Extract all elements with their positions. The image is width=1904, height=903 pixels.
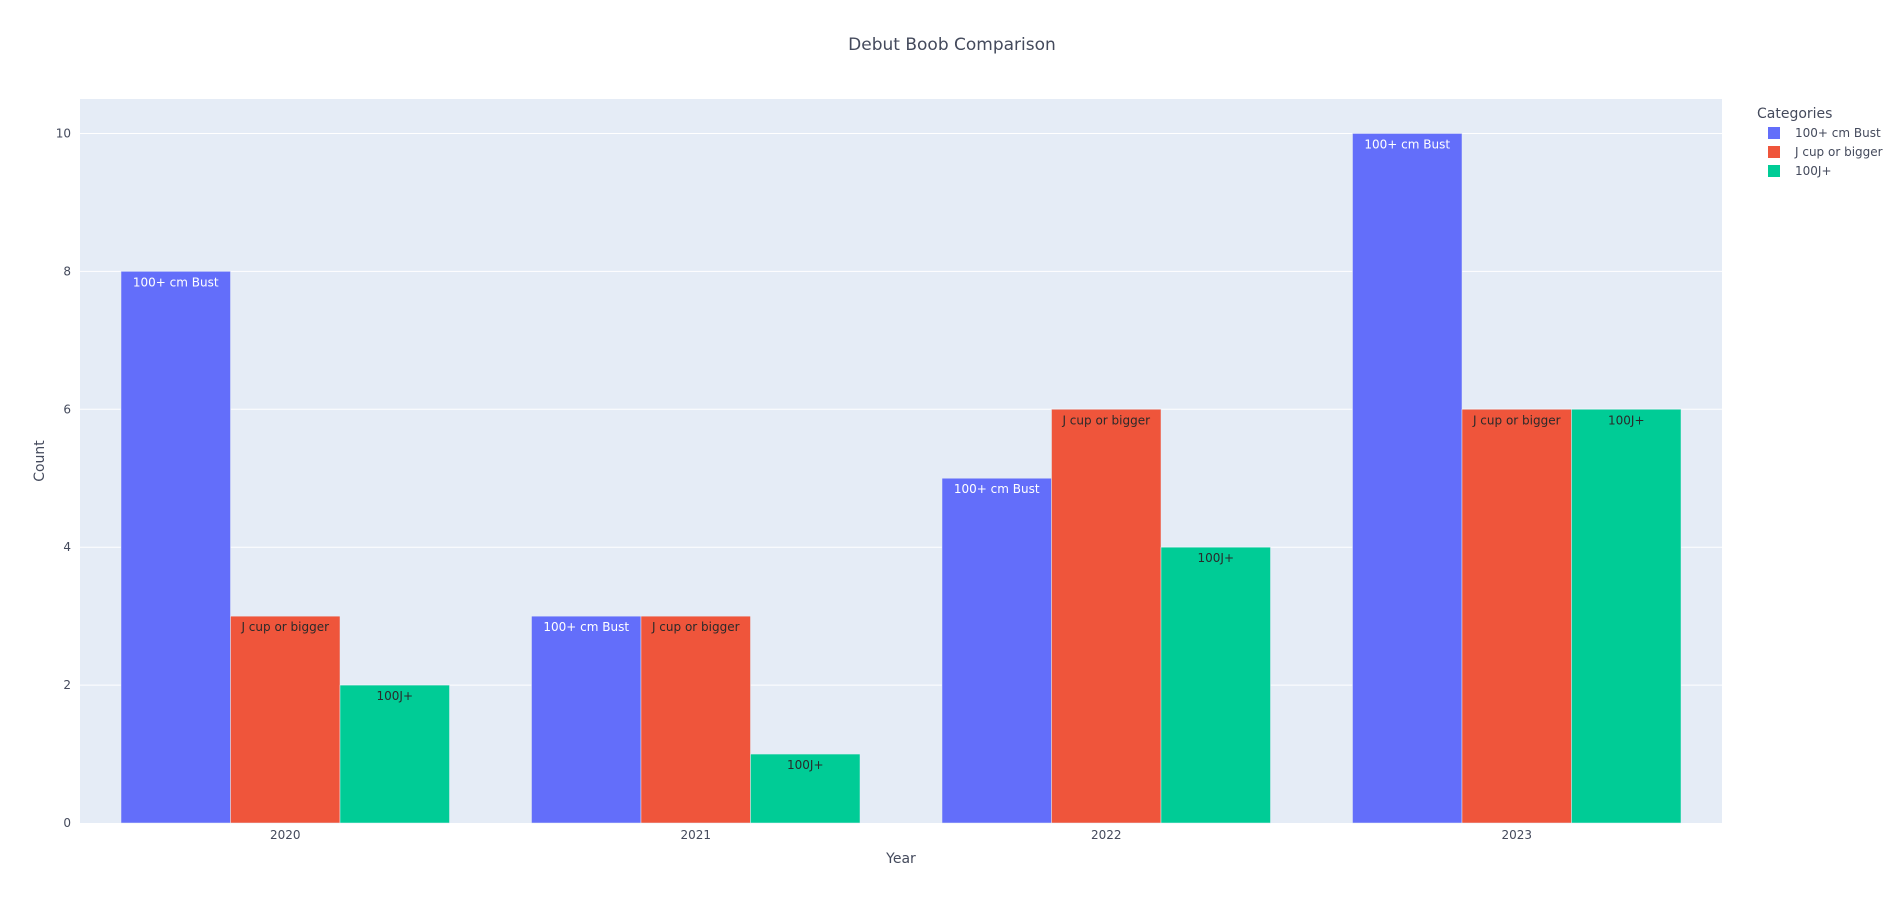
bar[interactable] — [750, 753, 861, 824]
bar-label: 100+ cm Bust — [543, 620, 629, 634]
bar-label: J cup or bigger — [240, 620, 329, 634]
bar-label: J cup or bigger — [1061, 413, 1150, 427]
bar[interactable] — [640, 615, 751, 824]
x-tick-label: 2020 — [270, 828, 301, 842]
legend-item[interactable]: 100+ cm Bust — [1768, 126, 1881, 140]
y-tick-label: 6 — [63, 402, 71, 416]
y-axis-ticks: 0 2 4 6 8 10 — [56, 126, 71, 830]
legend-swatch — [1768, 165, 1780, 177]
legend-swatch — [1768, 127, 1780, 139]
legend-label: 100+ cm Bust — [1795, 126, 1881, 140]
y-tick-label: 4 — [63, 540, 71, 554]
x-axis-title: Year — [885, 851, 916, 867]
bar[interactable] — [531, 615, 642, 824]
bar-label: 100J+ — [377, 689, 414, 703]
bar-label: 100J+ — [1608, 413, 1645, 427]
x-tick-label: 2022 — [1091, 828, 1122, 842]
chart-title: Debut Boob Comparison — [848, 35, 1056, 55]
bars: 100+ cm Bust J cup or bigger 100J+ 100+ cm … — [120, 133, 1682, 824]
bar-label: 100+ cm Bust — [133, 275, 219, 289]
bar-label: 100+ cm Bust — [1364, 137, 1450, 151]
x-tick-label: 2023 — [1501, 828, 1532, 842]
bar-label: J cup or bigger — [651, 620, 740, 634]
legend-title: Categories — [1757, 106, 1832, 122]
bar[interactable] — [339, 684, 450, 824]
bar[interactable] — [1051, 409, 1162, 824]
y-tick-label: 2 — [63, 678, 71, 692]
legend-item[interactable]: 100J+ — [1768, 164, 1832, 178]
legend-swatch — [1768, 146, 1780, 158]
legend[interactable]: Categories 100+ cm Bust J cup or bigger 10… — [1757, 106, 1883, 178]
y-tick-label: 0 — [63, 816, 71, 830]
bar[interactable] — [1352, 133, 1463, 824]
bar[interactable] — [120, 271, 231, 824]
bar[interactable] — [1160, 546, 1271, 824]
x-tick-label: 2021 — [680, 828, 711, 842]
x-axis-ticks: 2020 2021 2022 2023 — [270, 828, 1532, 842]
legend-label: 100J+ — [1795, 164, 1832, 178]
bar-label: 100+ cm Bust — [954, 482, 1040, 496]
legend-item[interactable]: J cup or bigger — [1768, 145, 1883, 159]
bar[interactable] — [1571, 409, 1682, 824]
y-tick-label: 8 — [63, 264, 71, 278]
bar-label: 100J+ — [1198, 551, 1235, 565]
y-axis-title: Count — [32, 440, 48, 482]
bar-label: 100J+ — [787, 758, 824, 772]
bar[interactable] — [941, 477, 1052, 824]
bar[interactable] — [1461, 409, 1572, 824]
legend-label: J cup or bigger — [1794, 145, 1883, 159]
bar[interactable] — [230, 615, 341, 824]
bar-label: J cup or bigger — [1472, 413, 1561, 427]
y-tick-label: 10 — [56, 126, 71, 140]
